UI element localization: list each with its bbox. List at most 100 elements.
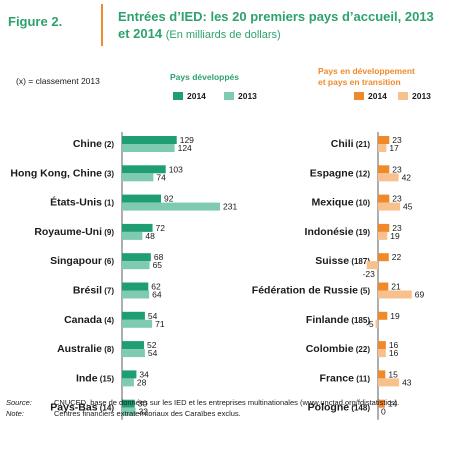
dvg-bar-2014: [378, 341, 386, 350]
dev-category-label: Chine (2): [73, 138, 115, 150]
legend-developing-title: Pays en développement et pays en transit…: [318, 66, 415, 88]
dev-value-label-2014: 92: [164, 194, 174, 204]
note-label: Note:: [6, 409, 24, 418]
dev-bar-2014: [122, 282, 149, 291]
dvg-bar-2014: [378, 165, 390, 174]
dvg-value-label-2014: 22: [392, 252, 402, 262]
note-line: Note: Centres financiers extraterritoriau…: [6, 408, 399, 419]
chart-subtitle: (En milliards de dollars): [165, 29, 281, 41]
dev-value-label-2014: 30: [138, 399, 148, 409]
dvg-bar-2013: [378, 349, 386, 358]
dev-value-label-2014: 129: [180, 135, 194, 145]
rank-note: (x) = classement 2013: [16, 76, 100, 86]
dvg-value-label-2014: 23: [392, 164, 402, 174]
dvg-value-label-2014: 19: [390, 311, 400, 321]
dvg-value-label-2013: 16: [389, 348, 399, 358]
dvg-value-label-2014: 14: [388, 399, 398, 409]
dvg-category-label: Fédération de Russie (5): [252, 285, 371, 297]
dvg-value-label-2013: 19: [390, 231, 400, 241]
dvg-value-label-2013: 0: [381, 407, 386, 417]
dvg-bar-2013: [375, 319, 378, 328]
dvg-bar-2013: [378, 173, 399, 182]
dev-category-label: Royaume-Uni (9): [34, 226, 114, 238]
dvg-category-label: Mexique (10): [312, 197, 371, 209]
dev-value-label-2013: 48: [145, 231, 155, 241]
dev-value-label-2013: 65: [153, 260, 163, 270]
dev-value-label-2013: 231: [223, 202, 237, 212]
dev-value-label-2013: 124: [178, 143, 192, 153]
dvg-value-label-2013: 69: [415, 290, 425, 300]
dev-category-label: États-Unis (1): [50, 196, 114, 209]
source-label: Source:: [6, 398, 32, 407]
dev-category-label: Singapour (6): [50, 255, 114, 267]
dev-bar-2014: [122, 370, 137, 379]
dvg-value-label-2014: 15: [388, 369, 398, 379]
dev-bar-2013: [122, 144, 175, 152]
dev-bar-2013: [122, 202, 220, 211]
legend-dev-2014-label: 2014: [187, 91, 206, 101]
dvg-category-label: France (11): [320, 372, 371, 384]
dev-bar-2014: [122, 136, 177, 144]
dev-bar-2013: [122, 319, 153, 328]
dev-category-label: Pays-Bas (14): [50, 402, 114, 414]
legend-dev-2014: 2014: [173, 91, 206, 101]
source-text: CNUCED, base de données sur les IED et l…: [54, 398, 400, 407]
dev-value-label-2013: 28: [137, 377, 147, 387]
dev-value-label-2013: 74: [156, 172, 166, 182]
dev-value-label-2013: 32: [139, 407, 149, 417]
dvg-bar-2014: [378, 223, 390, 232]
dvg-bar-2013: [378, 231, 388, 240]
dvg-category-label: Pologne (148): [308, 402, 371, 414]
dvg-bar-2014: [378, 370, 386, 379]
dvg-value-label-2013: 42: [402, 172, 412, 182]
dvg-bar-2014: [378, 136, 390, 144]
legend-developing-title-line2: et pays en transition: [318, 77, 401, 87]
dvg-value-label-2013: -5: [366, 319, 374, 329]
dvg-value-label-2014: 21: [391, 282, 401, 292]
dvg-bar-2013: [378, 144, 387, 152]
dvg-value-label-2014: 23: [392, 135, 402, 145]
dev-bar-2014: [122, 341, 145, 350]
dvg-bar-2013: [378, 378, 400, 387]
dev-category-label: Canada (4): [64, 314, 114, 326]
dvg-bar-2013: [366, 261, 378, 270]
legend-dvg-2013: 2013: [398, 91, 431, 101]
legend-dvg-2014-swatch: [354, 92, 364, 100]
legend-dvg-2014: 2014: [354, 91, 387, 101]
dev-bar-2014: [122, 311, 145, 320]
dvg-value-label-2013: 45: [403, 202, 413, 212]
chart-title: Entrées d’IED: les 20 premiers pays d’ac…: [118, 8, 448, 44]
dvg-category-label: Espagne (12): [310, 167, 371, 179]
dev-bar-2013: [122, 290, 150, 299]
dvg-category-label: Finlande (185): [306, 314, 370, 326]
figure-label: Figure 2.: [8, 14, 63, 29]
note-text: Centres financiers extraterritoriaux des…: [54, 409, 241, 418]
dev-bar-2014: [122, 253, 151, 262]
legend-dvg-2013-label: 2013: [412, 91, 431, 101]
dev-category-label: Inde (15): [76, 372, 114, 384]
dev-bar-2013: [122, 378, 134, 387]
title-divider: [101, 4, 103, 46]
dev-bar-2013: [122, 231, 143, 240]
legend-developed-title: Pays développés: [170, 72, 239, 82]
dvg-bar-2014: [378, 399, 385, 408]
source-line: Source: CNUCED, base de données sur les I…: [6, 397, 399, 408]
dvg-bar-2014: [378, 253, 389, 262]
dvg-value-label-2013: -23: [363, 269, 376, 279]
dev-bar-2013: [122, 407, 136, 416]
dev-category-label: Brésil (7): [73, 285, 115, 297]
dvg-value-label-2013: 43: [402, 377, 412, 387]
dvg-category-label: Suisse (187): [315, 255, 370, 267]
dvg-bar-2013: [378, 290, 412, 299]
legend-dev-2014-swatch: [173, 92, 183, 100]
dev-value-label-2014: 54: [148, 311, 158, 321]
dev-value-label-2013: 54: [148, 348, 158, 358]
legend-dev-2013-label: 2013: [238, 91, 257, 101]
dev-bar-2014: [122, 165, 166, 174]
dvg-value-label-2014: 16: [389, 340, 399, 350]
dev-value-label-2013: 71: [155, 319, 165, 329]
dev-value-label-2014: 62: [151, 282, 161, 292]
dev-value-label-2014: 68: [154, 252, 164, 262]
dvg-bar-2013: [378, 202, 401, 211]
